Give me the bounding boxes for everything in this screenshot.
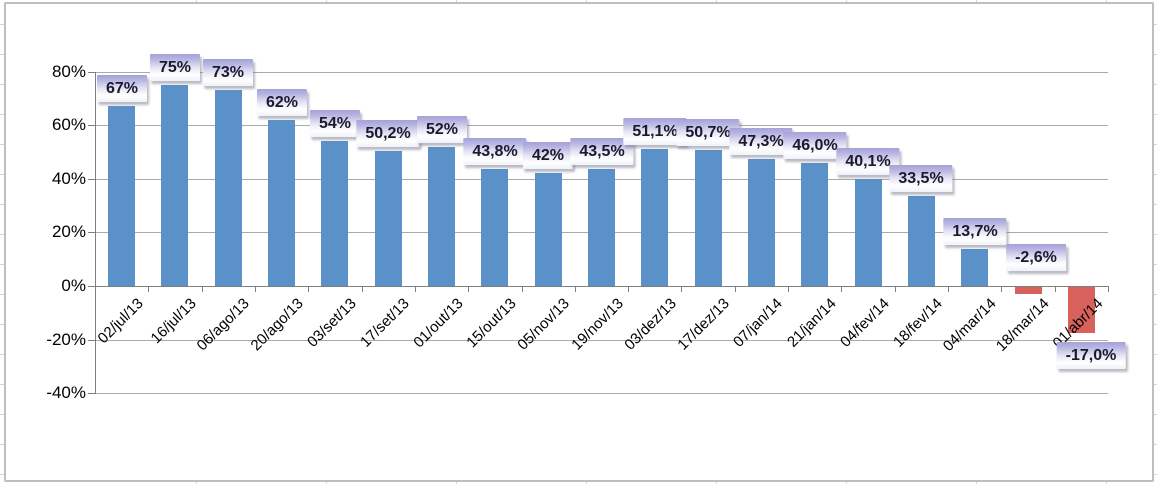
gridline [95, 340, 1108, 341]
bar-value-label: 33,5% [889, 165, 953, 192]
bar-value-label: 73% [202, 59, 254, 86]
x-axis-tick [1108, 286, 1109, 292]
bar-value-label: -2,6% [1006, 244, 1066, 271]
x-axis-label: 20/ago/13 [247, 295, 308, 355]
x-axis-label: 05/nov/13 [514, 295, 574, 354]
x-axis-tick [895, 286, 896, 292]
x-axis-label: 07/jan/14 [730, 295, 787, 351]
bar-value-label: 75% [149, 54, 201, 81]
bar-value-label: 13,7% [943, 218, 1007, 245]
x-axis-label: 15/out/13 [463, 295, 521, 352]
x-axis-tick [628, 286, 629, 292]
bar [1068, 287, 1095, 333]
x-axis-tick [788, 286, 789, 292]
bar [908, 196, 935, 286]
bar [1015, 287, 1042, 294]
bar-value-label: 50,7% [676, 119, 740, 146]
x-axis-tick [522, 286, 523, 292]
bar [695, 150, 722, 286]
x-axis-tick [841, 286, 842, 292]
x-axis-tick [948, 286, 949, 292]
gridline [95, 125, 1108, 126]
x-axis-label: 19/nov/13 [568, 295, 628, 354]
bar-value-label: 40,1% [836, 148, 900, 175]
x-axis-tick [362, 286, 363, 292]
y-axis-label: 80% [51, 62, 86, 81]
bar-value-label: -17,0% [1056, 342, 1126, 369]
x-axis-label: 03/set/13 [304, 295, 361, 351]
bar-value-label: 50,2% [356, 120, 420, 147]
y-axis-tick [88, 125, 95, 126]
gridline [95, 393, 1108, 394]
bar-value-label: 47,3% [729, 128, 793, 155]
bar [641, 149, 668, 286]
x-axis-tick [735, 286, 736, 292]
bar [375, 151, 402, 286]
bar [535, 173, 562, 286]
bar-value-label: 52% [416, 116, 468, 143]
x-axis-label: 04/fev/14 [837, 295, 894, 351]
bar-value-label: 62% [256, 89, 308, 116]
y-axis-label: 60% [51, 115, 86, 134]
bar-value-label: 51,1% [623, 118, 687, 145]
y-axis-label: -40% [46, 383, 86, 402]
y-axis-line [95, 72, 96, 394]
x-axis-label: 17/set/13 [357, 295, 414, 351]
bar [108, 106, 135, 286]
x-axis-tick [202, 286, 203, 292]
x-axis-tick [148, 286, 149, 292]
y-axis-tick [88, 232, 95, 233]
x-axis-tick [468, 286, 469, 292]
x-axis-label: 01/out/13 [410, 295, 468, 352]
x-axis-label: 03/dez/13 [621, 295, 681, 354]
x-axis-tick [255, 286, 256, 292]
x-axis-tick [1001, 286, 1002, 292]
x-axis-tick [415, 286, 416, 292]
x-axis-tick [681, 286, 682, 292]
bar-value-label: 54% [309, 110, 361, 137]
x-axis-label: 04/mar/14 [940, 295, 1001, 355]
bar [321, 141, 348, 286]
bar-value-label: 43,8% [463, 138, 527, 165]
y-axis-tick [88, 286, 95, 287]
bar-value-label: 67% [96, 75, 148, 102]
x-axis-label: 21/jan/14 [784, 295, 841, 351]
y-axis-tick [88, 72, 95, 73]
category-axis-line [95, 286, 1108, 287]
y-axis-tick [88, 393, 95, 394]
bar [855, 179, 882, 286]
bar [161, 85, 188, 286]
y-axis-tick [88, 340, 95, 341]
gridline [95, 72, 1108, 73]
bar [748, 159, 775, 286]
x-axis-tick [308, 286, 309, 292]
bar [481, 169, 508, 286]
y-axis-label: -20% [46, 330, 86, 349]
y-axis-label: 40% [51, 169, 86, 188]
bar [215, 90, 242, 286]
bar [588, 169, 615, 286]
x-axis-tick [95, 286, 96, 292]
bar [801, 163, 828, 286]
x-axis-label: 18/fev/14 [890, 295, 947, 351]
bar-value-label: 46,0% [783, 132, 847, 159]
bar [268, 120, 295, 286]
y-axis-tick [88, 179, 95, 180]
bar [428, 147, 455, 286]
bar [961, 249, 988, 286]
x-axis-tick [1055, 286, 1056, 292]
x-axis-label: 06/ago/13 [193, 295, 254, 355]
x-axis-tick [575, 286, 576, 292]
y-axis-label: 0% [61, 276, 86, 295]
bar-value-label: 43,5% [570, 138, 634, 165]
bar-value-label: 42% [522, 142, 574, 169]
x-axis-label: 17/dez/13 [674, 295, 734, 354]
y-axis-label: 20% [51, 222, 86, 241]
x-axis-label: 18/mar/14 [993, 295, 1054, 355]
